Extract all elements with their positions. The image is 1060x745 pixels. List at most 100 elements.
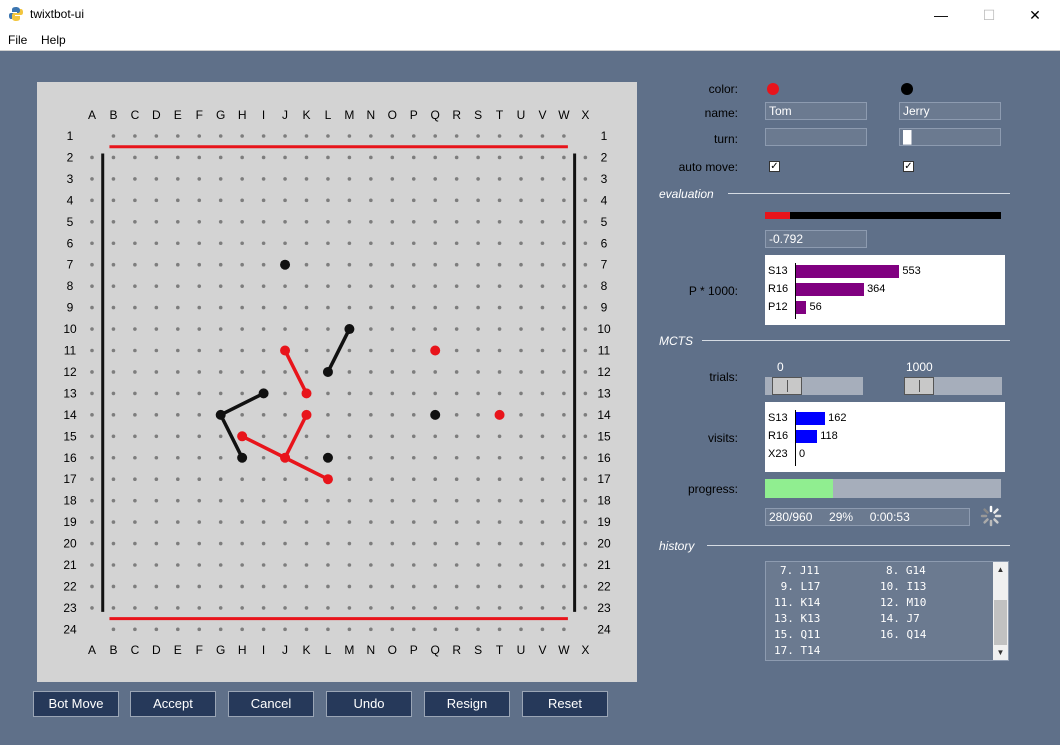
board-hole[interactable] [433, 392, 437, 396]
board-hole[interactable] [519, 477, 523, 481]
board-hole[interactable] [219, 585, 223, 589]
board-hole[interactable] [90, 413, 94, 417]
board-hole[interactable] [305, 306, 309, 310]
board-hole[interactable] [240, 241, 244, 245]
board-hole[interactable] [176, 413, 180, 417]
board-hole[interactable] [240, 628, 244, 632]
board-hole[interactable] [476, 156, 480, 160]
board-hole[interactable] [348, 499, 352, 503]
reset-button[interactable]: Reset [522, 691, 608, 717]
board-hole[interactable] [155, 606, 159, 610]
board-hole[interactable] [240, 392, 244, 396]
board-hole[interactable] [326, 263, 330, 267]
board-hole[interactable] [176, 241, 180, 245]
board-hole[interactable] [326, 628, 330, 632]
board-hole[interactable] [262, 456, 266, 460]
board-hole[interactable] [262, 263, 266, 267]
board-hole[interactable] [369, 606, 373, 610]
board-hole[interactable] [562, 306, 566, 310]
board-hole[interactable] [498, 156, 502, 160]
board-hole[interactable] [90, 520, 94, 524]
board-hole[interactable] [176, 156, 180, 160]
board-hole[interactable] [305, 477, 309, 481]
board-hole[interactable] [197, 306, 201, 310]
board-hole[interactable] [541, 542, 545, 546]
board-hole[interactable] [90, 392, 94, 396]
board-hole[interactable] [519, 199, 523, 203]
board-hole[interactable] [305, 241, 309, 245]
board-hole[interactable] [498, 263, 502, 267]
board-hole[interactable] [476, 628, 480, 632]
board-hole[interactable] [133, 606, 137, 610]
board-hole[interactable] [176, 327, 180, 331]
board-hole[interactable] [562, 177, 566, 181]
board-hole[interactable] [412, 241, 416, 245]
board-hole[interactable] [219, 220, 223, 224]
board-hole[interactable] [369, 263, 373, 267]
board-hole[interactable] [562, 156, 566, 160]
board-hole[interactable] [133, 327, 137, 331]
board-hole[interactable] [519, 606, 523, 610]
board-hole[interactable] [326, 306, 330, 310]
board-hole[interactable] [498, 306, 502, 310]
board-hole[interactable] [197, 628, 201, 632]
board-hole[interactable] [348, 199, 352, 203]
board-hole[interactable] [133, 199, 137, 203]
board-hole[interactable] [262, 199, 266, 203]
board-hole[interactable] [369, 241, 373, 245]
board-hole[interactable] [240, 413, 244, 417]
board-hole[interactable] [326, 542, 330, 546]
board-hole[interactable] [455, 585, 459, 589]
board-hole[interactable] [498, 327, 502, 331]
board-hole[interactable] [562, 327, 566, 331]
board-hole[interactable] [519, 349, 523, 353]
board-hole[interactable] [219, 177, 223, 181]
board-hole[interactable] [412, 542, 416, 546]
board-hole[interactable] [112, 370, 116, 374]
board-hole[interactable] [197, 435, 201, 439]
board-hole[interactable] [391, 606, 395, 610]
board-hole[interactable] [584, 156, 588, 160]
board-hole[interactable] [562, 263, 566, 267]
board-hole[interactable] [90, 220, 94, 224]
board-hole[interactable] [240, 477, 244, 481]
board-hole[interactable] [283, 499, 287, 503]
board-hole[interactable] [498, 370, 502, 374]
board-hole[interactable] [240, 284, 244, 288]
board-hole[interactable] [476, 349, 480, 353]
board-hole[interactable] [348, 585, 352, 589]
board-hole[interactable] [240, 327, 244, 331]
board-hole[interactable] [455, 220, 459, 224]
board-hole[interactable] [498, 563, 502, 567]
board-hole[interactable] [155, 435, 159, 439]
board-hole[interactable] [219, 134, 223, 138]
board-hole[interactable] [433, 263, 437, 267]
board-hole[interactable] [562, 606, 566, 610]
board-hole[interactable] [283, 370, 287, 374]
minimize-button[interactable]: — [918, 2, 964, 28]
board-hole[interactable] [240, 585, 244, 589]
board-hole[interactable] [133, 177, 137, 181]
board-hole[interactable] [197, 477, 201, 481]
board-hole[interactable] [240, 220, 244, 224]
board-hole[interactable] [584, 499, 588, 503]
board-hole[interactable] [584, 327, 588, 331]
board-hole[interactable] [433, 284, 437, 288]
board-hole[interactable] [519, 263, 523, 267]
board-hole[interactable] [433, 585, 437, 589]
board-hole[interactable] [305, 585, 309, 589]
board-hole[interactable] [412, 435, 416, 439]
board-hole[interactable] [240, 199, 244, 203]
board-hole[interactable] [90, 306, 94, 310]
board-hole[interactable] [305, 199, 309, 203]
board-hole[interactable] [176, 542, 180, 546]
board-hole[interactable] [219, 284, 223, 288]
scroll-thumb[interactable] [994, 600, 1007, 645]
board-hole[interactable] [541, 499, 545, 503]
board-hole[interactable] [498, 456, 502, 460]
board-hole[interactable] [498, 435, 502, 439]
board-hole[interactable] [133, 392, 137, 396]
board-hole[interactable] [283, 628, 287, 632]
board-hole[interactable] [584, 563, 588, 567]
board-hole[interactable] [155, 542, 159, 546]
